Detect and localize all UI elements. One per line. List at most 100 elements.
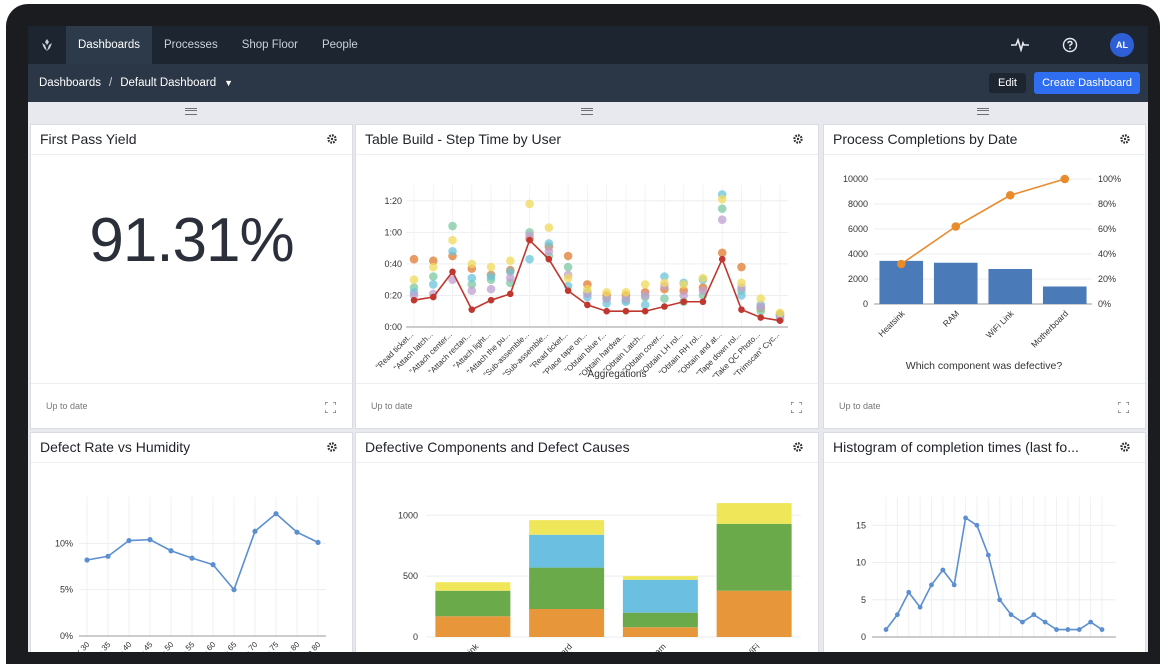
data-point [545, 255, 553, 263]
tab-dashboards[interactable]: Dashboards [66, 26, 153, 64]
expand-icon[interactable] [324, 400, 337, 414]
tick-label: 4000 [848, 249, 868, 259]
tab-processes[interactable]: Processes [164, 39, 218, 51]
data-point [409, 254, 419, 264]
status-text: Up to date [46, 401, 88, 411]
column-drag-handle[interactable] [185, 108, 197, 115]
data-point [1042, 619, 1048, 625]
app-logo-icon[interactable] [28, 26, 66, 64]
data-point [679, 280, 688, 289]
x-tick-label: Heatsink [876, 308, 907, 339]
tick-label: 2000 [848, 274, 868, 284]
tab-people[interactable]: People [321, 39, 358, 51]
create-dashboard-button[interactable]: Create Dashboard [1034, 72, 1140, 94]
x-tick-label: Heatsink [450, 641, 481, 652]
tick-label: 8000 [848, 199, 868, 209]
data-point [526, 236, 533, 244]
data-point [717, 248, 727, 258]
tab-shop-floor[interactable]: Shop Floor [241, 39, 298, 51]
data-point [294, 529, 300, 535]
expand-icon[interactable] [1117, 400, 1130, 414]
data-point [997, 597, 1003, 603]
data-point [525, 231, 534, 240]
top-nav: Dashboards Processes Shop Floor People A… [28, 26, 1148, 64]
data-point [506, 256, 515, 266]
bar [1042, 286, 1087, 304]
tick-label: 6000 [848, 224, 868, 234]
series-line [413, 238, 781, 322]
data-point [776, 317, 784, 324]
help-icon[interactable] [1060, 35, 1080, 55]
bar-segment [435, 616, 511, 637]
x-tick-label: 50 - 55 [172, 640, 196, 652]
data-point [486, 284, 496, 294]
series-line [86, 512, 319, 592]
divider [31, 383, 352, 384]
data-point [660, 272, 669, 281]
divider [356, 462, 818, 463]
data-point [525, 199, 534, 209]
gear-icon[interactable] [326, 132, 338, 144]
bar-segment [716, 503, 792, 524]
bar [988, 269, 1033, 304]
data-point [717, 194, 727, 204]
data-point [906, 589, 912, 595]
data-point [756, 302, 766, 311]
data-point [602, 294, 611, 303]
tick-label: 5 [861, 595, 866, 605]
gear-icon[interactable] [792, 132, 804, 144]
data-point [1008, 612, 1014, 618]
breadcrumb-current[interactable]: Default Dashboard [120, 77, 217, 89]
tick-label: 0 [861, 632, 866, 642]
column-drag-handle[interactable] [977, 108, 989, 115]
expand-icon[interactable] [790, 400, 803, 414]
edit-button[interactable]: Edit [989, 73, 1026, 93]
gear-icon[interactable] [326, 440, 338, 452]
data-point [189, 555, 195, 561]
tick-label: 20% [1098, 274, 1116, 284]
data-point [641, 307, 649, 315]
data-point [718, 255, 726, 263]
histogram-chart: 0 5 10 15 [856, 497, 1116, 642]
activity-icon[interactable] [1010, 35, 1030, 55]
breadcrumb-separator: / [109, 77, 113, 89]
data-point [1020, 619, 1025, 625]
data-point [756, 294, 766, 303]
data-point [698, 273, 708, 283]
x-tick-label: RAM [941, 308, 961, 328]
data-point [699, 298, 707, 306]
data-point [584, 301, 591, 309]
data-point [660, 294, 669, 303]
divider [824, 154, 1145, 155]
divider [31, 154, 352, 155]
widget-first-pass-yield: First Pass Yield 91.31% Up to date [30, 124, 353, 429]
data-point [563, 273, 573, 283]
column-drag-handle[interactable] [581, 108, 593, 115]
data-point [544, 223, 554, 232]
data-point [506, 267, 515, 277]
avatar[interactable]: AL [1110, 33, 1134, 57]
gear-icon[interactable] [1119, 132, 1131, 144]
series-line [885, 516, 1103, 631]
data-point [883, 627, 889, 632]
data-point [563, 251, 573, 261]
widget-process-completions: Process Completions by Date 0 2000 4000 600… [823, 124, 1146, 429]
data-point [506, 273, 515, 283]
bar-segment [622, 612, 698, 628]
breadcrumb-root[interactable]: Dashboards [39, 77, 102, 89]
data-point [640, 300, 650, 310]
data-point [951, 582, 957, 588]
data-point [929, 582, 934, 588]
chevron-down-icon[interactable]: ▼ [224, 78, 234, 88]
gear-icon[interactable] [792, 440, 804, 452]
tick-label: 1:20 [384, 196, 402, 206]
data-point [467, 280, 477, 289]
data-point [468, 306, 476, 313]
gear-icon[interactable] [1119, 440, 1131, 452]
data-point [409, 275, 419, 284]
bar-segment [622, 627, 698, 637]
data-point [963, 515, 968, 521]
data-point [428, 280, 438, 289]
data-point [428, 256, 438, 266]
data-point [679, 291, 688, 300]
